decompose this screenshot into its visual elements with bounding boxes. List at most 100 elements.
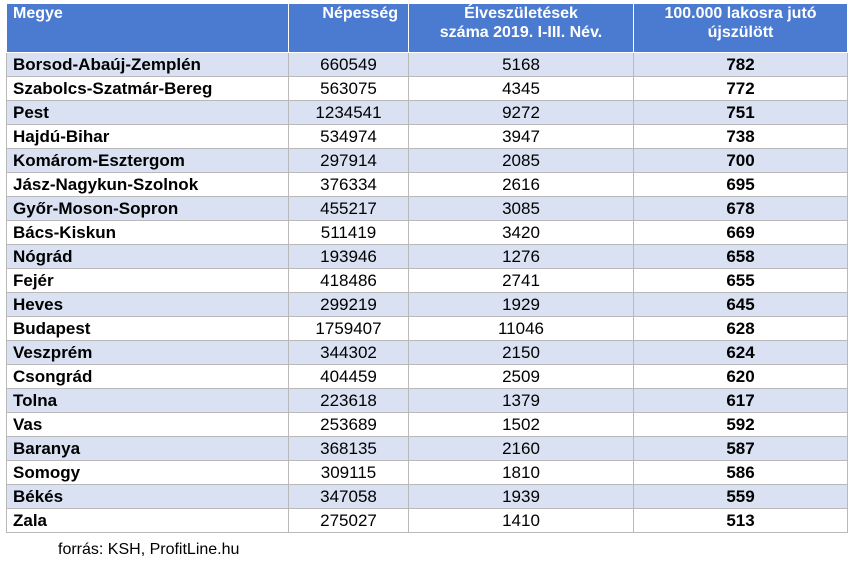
header-rate: 100.000 lakosra jutó újszülött — [633, 3, 848, 53]
rate-cell: 658 — [633, 244, 848, 269]
table-row: Fejér 418486 2741 655 — [6, 268, 848, 293]
county-cell: Baranya — [6, 436, 289, 461]
population-cell: 299219 — [288, 292, 409, 317]
rate-cell: 628 — [633, 316, 848, 341]
county-cell: Hajdú-Bihar — [6, 124, 289, 149]
rate-cell: 782 — [633, 52, 848, 77]
county-cell: Tolna — [6, 388, 289, 413]
rate-cell: 695 — [633, 172, 848, 197]
table-row: Zala 275027 1410 513 — [6, 508, 848, 533]
population-cell: 563075 — [288, 76, 409, 101]
rate-cell: 700 — [633, 148, 848, 173]
births-cell: 1410 — [408, 508, 634, 533]
header-rate-line2: újszülött — [707, 24, 774, 41]
births-cell: 11046 — [408, 316, 634, 341]
rate-cell: 513 — [633, 508, 848, 533]
population-cell: 455217 — [288, 196, 409, 221]
births-cell: 2085 — [408, 148, 634, 173]
header-population: Népesség — [288, 3, 409, 53]
rate-cell: 751 — [633, 100, 848, 125]
population-cell: 1234541 — [288, 100, 409, 125]
population-cell: 223618 — [288, 388, 409, 413]
population-cell: 404459 — [288, 364, 409, 389]
table-row: Szabolcs-Szatmár-Bereg 563075 4345 772 — [6, 76, 848, 101]
births-table: Megye Népesség Élveszületések száma 2019… — [6, 3, 848, 533]
rate-cell: 645 — [633, 292, 848, 317]
table-body: Borsod-Abaúj-Zemplén 660549 5168 782 Szabolc… — [6, 52, 848, 533]
county-cell: Komárom-Esztergom — [6, 148, 289, 173]
county-cell: Heves — [6, 292, 289, 317]
population-cell: 1759407 — [288, 316, 409, 341]
population-cell: 297914 — [288, 148, 409, 173]
table-row: Győr-Moson-Sopron 455217 3085 678 — [6, 196, 848, 221]
header-row: Megye Népesség Élveszületések száma 2019… — [6, 3, 848, 53]
births-cell: 9272 — [408, 100, 634, 125]
county-cell: Bács-Kiskun — [6, 220, 289, 245]
county-cell: Budapest — [6, 316, 289, 341]
population-cell: 347058 — [288, 484, 409, 509]
rate-cell: 586 — [633, 460, 848, 485]
population-cell: 309115 — [288, 460, 409, 485]
rate-cell: 559 — [633, 484, 848, 509]
rate-cell: 620 — [633, 364, 848, 389]
county-cell: Vas — [6, 412, 289, 437]
population-cell: 511419 — [288, 220, 409, 245]
births-cell: 2509 — [408, 364, 634, 389]
population-cell: 368135 — [288, 436, 409, 461]
rate-cell: 587 — [633, 436, 848, 461]
table-row: Komárom-Esztergom 297914 2085 700 — [6, 148, 848, 173]
population-cell: 193946 — [288, 244, 409, 269]
table-row: Csongrád 404459 2509 620 — [6, 364, 848, 389]
county-cell: Szabolcs-Szatmár-Bereg — [6, 76, 289, 101]
births-cell: 3947 — [408, 124, 634, 149]
county-cell: Győr-Moson-Sopron — [6, 196, 289, 221]
table-row: Borsod-Abaúj-Zemplén 660549 5168 782 — [6, 52, 848, 77]
population-cell: 253689 — [288, 412, 409, 437]
table-row: Somogy 309115 1810 586 — [6, 460, 848, 485]
population-cell: 418486 — [288, 268, 409, 293]
births-cell: 3420 — [408, 220, 634, 245]
table-row: Jász-Nagykun-Szolnok 376334 2616 695 — [6, 172, 848, 197]
county-cell: Fejér — [6, 268, 289, 293]
county-cell: Jász-Nagykun-Szolnok — [6, 172, 289, 197]
births-cell: 2150 — [408, 340, 634, 365]
rate-cell: 772 — [633, 76, 848, 101]
table-row: Veszprém 344302 2150 624 — [6, 340, 848, 365]
header-births-line1: Élveszületések — [464, 5, 578, 22]
births-cell: 2160 — [408, 436, 634, 461]
births-cell: 1929 — [408, 292, 634, 317]
population-cell: 344302 — [288, 340, 409, 365]
births-cell: 1939 — [408, 484, 634, 509]
table-row: Nógrád 193946 1276 658 — [6, 244, 848, 269]
table-row: Heves 299219 1929 645 — [6, 292, 848, 317]
table-row: Vas 253689 1502 592 — [6, 412, 848, 437]
rate-cell: 592 — [633, 412, 848, 437]
rate-cell: 738 — [633, 124, 848, 149]
births-cell: 3085 — [408, 196, 634, 221]
header-county: Megye — [6, 3, 289, 53]
population-cell: 275027 — [288, 508, 409, 533]
births-cell: 1502 — [408, 412, 634, 437]
rate-cell: 617 — [633, 388, 848, 413]
births-cell: 5168 — [408, 52, 634, 77]
births-cell: 2616 — [408, 172, 634, 197]
rate-cell: 678 — [633, 196, 848, 221]
population-cell: 534974 — [288, 124, 409, 149]
rate-cell: 624 — [633, 340, 848, 365]
header-births-line2: száma 2019. I-III. Név. — [439, 24, 603, 41]
county-cell: Borsod-Abaúj-Zemplén — [6, 52, 289, 77]
county-cell: Pest — [6, 100, 289, 125]
source-note: forrás: KSH, ProfitLine.hu — [58, 541, 240, 558]
births-cell: 2741 — [408, 268, 634, 293]
county-cell: Zala — [6, 508, 289, 533]
table-row: Békés 347058 1939 559 — [6, 484, 848, 509]
births-cell: 1379 — [408, 388, 634, 413]
header-births: Élveszületések száma 2019. I-III. Név. — [408, 3, 634, 53]
table-row: Baranya 368135 2160 587 — [6, 436, 848, 461]
table-row: Tolna 223618 1379 617 — [6, 388, 848, 413]
table-row: Budapest 1759407 11046 628 — [6, 316, 848, 341]
county-cell: Békés — [6, 484, 289, 509]
births-cell: 1810 — [408, 460, 634, 485]
header-rate-line1: 100.000 lakosra jutó — [664, 5, 817, 22]
county-cell: Nógrád — [6, 244, 289, 269]
